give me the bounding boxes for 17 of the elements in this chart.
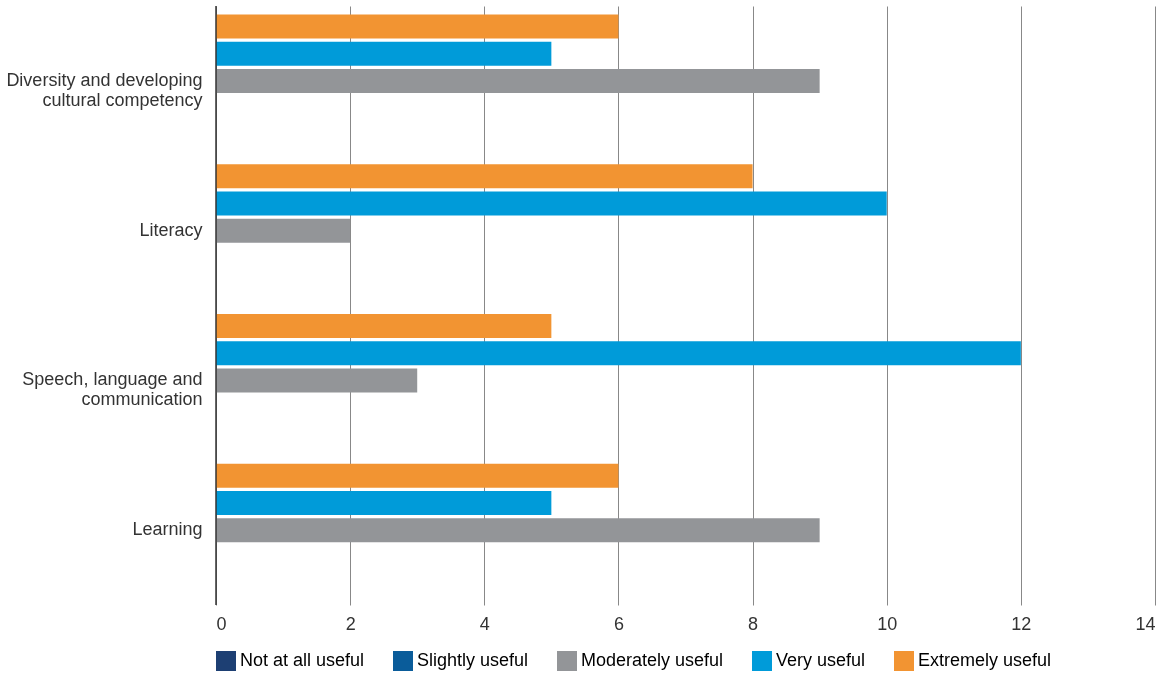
x-tick-label: 2 [345,613,356,634]
legend-label: Slightly useful [417,650,529,670]
x-tick-label: 0 [216,613,227,634]
y-tick-label: Speech, language and communication [22,369,203,410]
y-tick-label: Diversity and developing cultural competency [6,69,203,110]
legend-label: Very useful [776,650,866,670]
x-tick-label: 12 [1011,613,1032,634]
x-tick-label: 10 [877,613,898,634]
x-tick-label: 6 [613,613,624,634]
legend-label: Not at all useful [240,650,365,670]
legend-label: Moderately useful [581,650,724,670]
y-tick-label: Literacy [139,219,203,240]
legend-label: Extremely useful [918,650,1052,670]
x-tick-label: 4 [479,613,490,634]
x-tick-label: 14 [1135,613,1156,634]
x-tick-label: 8 [748,613,759,634]
y-tick-label: Learning [132,519,203,540]
